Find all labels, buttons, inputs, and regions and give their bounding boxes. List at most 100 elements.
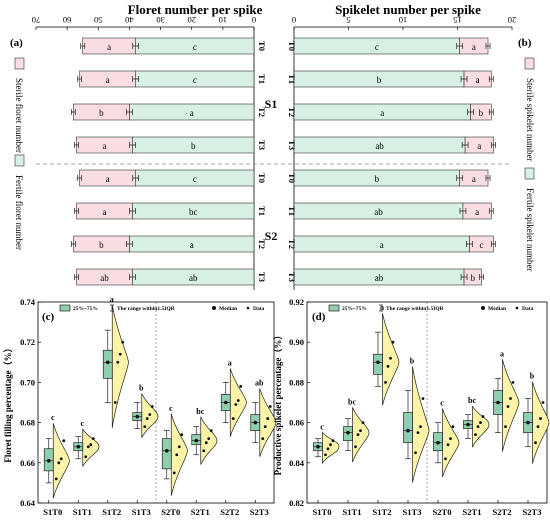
- panel-d-productive-spikelet-chart: (d) Productive spikelet percentage（%） 0.…: [273, 297, 550, 517]
- legend-label-fertile-floret: Fertile floret number: [14, 175, 24, 250]
- panel-b-error-bar-sterile: [485, 43, 491, 49]
- panel-d-median-marker: [376, 360, 380, 365]
- panel-b-sig-fertile: ab: [375, 273, 384, 283]
- panel-a-category-label: T3: [257, 140, 267, 150]
- panel-c-legend-swatch-iqr: [59, 304, 71, 312]
- legend-label-fertile-spikelet: Fertile spikelet number: [525, 188, 535, 271]
- panel-d-data-point: [479, 421, 482, 424]
- panel-c-sig-letter: bc: [196, 407, 204, 416]
- panel-c-x-tick-label: S2T2: [220, 507, 239, 517]
- panel-c-sig-letter: b: [139, 383, 144, 392]
- panel-b-title: Spikelet number per spike: [335, 2, 481, 17]
- panel-d-y-tick-label: 0.88: [289, 377, 304, 387]
- panel-d-legend-swatch-median: [481, 306, 485, 310]
- panel-a-tick-label: 40: [125, 15, 134, 25]
- panel-a-error-bar-sterile: [77, 76, 82, 82]
- panel-d-data-point: [389, 356, 392, 360]
- panel-a-category-label: T2: [257, 239, 267, 249]
- panel-a-error-bar-sterile: [74, 274, 79, 280]
- panel-a-floret-chart: Floret number per spike (a) 0 10 20 30 40 50 6…: [10, 2, 267, 290]
- panel-b-legend-fertile: Fertile spikelet number: [524, 167, 535, 271]
- panel-d-x-tick-label: S2T0: [433, 507, 452, 517]
- panel-c-data-point: [113, 401, 117, 404]
- panel-d-violin: [472, 405, 490, 448]
- panel-d-violin: [532, 381, 550, 464]
- panel-d-data-point: [391, 340, 395, 344]
- panel-c-median-marker: [105, 360, 110, 365]
- panel-a-category-label: T0: [257, 173, 267, 183]
- panel-c-legend-swatch-range: [110, 304, 114, 312]
- panel-d-y-tick-label: 0.90: [289, 337, 304, 347]
- panel-c-data-point: [84, 455, 88, 459]
- panel-d-data-point: [384, 381, 387, 384]
- panel-d-data-point: [511, 381, 515, 384]
- group-label-s2: S2: [265, 229, 278, 243]
- panel-c-x-tick-label: S1T2: [102, 507, 121, 517]
- panel-c-median-marker: [135, 414, 140, 419]
- panel-d-median-marker: [346, 430, 350, 435]
- panel-c-sig-letter: c: [51, 413, 55, 422]
- panel-c-violin: [111, 304, 129, 428]
- panel-a-sig-sterile: a: [103, 141, 107, 151]
- panel-d-x-tick-label: S1T1: [343, 507, 362, 517]
- panel-c-median-marker: [194, 438, 199, 443]
- panel-a-error-bar-sterile: [71, 109, 76, 115]
- panel-d-box: [373, 353, 383, 375]
- panel-d-legend-median: Median: [488, 306, 506, 312]
- panel-b-sig-fertile: a: [380, 108, 384, 118]
- panel-b-error-bar-fertile: [461, 142, 469, 148]
- panel-d-y-axis-label: Productive spikelet percentage（%）: [273, 331, 283, 476]
- panel-a-error-bar-fertile: [129, 274, 136, 280]
- panel-c-label: (c): [42, 311, 55, 323]
- panel-c-sig-letter: ab: [255, 378, 264, 387]
- panel-c-sig-letter: c: [80, 419, 84, 428]
- panel-c-data-point: [209, 429, 213, 433]
- panel-d-sig-letter: a: [500, 349, 504, 358]
- panel-c-x-tick-label: S1T3: [132, 507, 151, 517]
- panel-b-sig-sterile: a: [477, 141, 481, 151]
- panel-a-tick-label: 10: [219, 15, 228, 25]
- panel-d-sig-letter: c: [440, 399, 444, 408]
- panel-b-label: (b): [518, 37, 532, 49]
- panel-d-legend: 25%~75% The range within1.5IQR Median Data: [328, 304, 534, 312]
- panel-a-category-label: T0: [257, 41, 267, 51]
- panel-d-median-marker: [526, 420, 530, 425]
- panel-c-violin: [229, 368, 247, 437]
- panel-a-error-bar-fertile: [132, 76, 140, 82]
- panel-d-legend-range: The range within1.5IQR: [386, 306, 445, 312]
- panel-a-category-label: T1: [257, 74, 267, 84]
- panel-d-data-point: [481, 415, 485, 418]
- panel-d-x-tick-label: S2T2: [493, 507, 512, 517]
- panel-b-sig-sterile: a: [475, 207, 479, 217]
- panel-a-error-bar-fertile: [126, 241, 133, 247]
- panel-a-error-bar-fertile: [126, 109, 133, 115]
- panel-d-x-tick-label: S1T2: [373, 507, 392, 517]
- panel-d-legend-iqr: 25%~75%: [342, 306, 367, 312]
- panel-c-x-tick-label: S1T0: [43, 507, 62, 517]
- panel-d-data-point: [329, 443, 332, 447]
- panel-c-data-point: [202, 449, 206, 453]
- panel-c-data-point: [175, 453, 179, 457]
- panel-c-legend-range: The range within1.5IQR: [117, 306, 176, 312]
- panel-d-x-tick-label: S2T3: [523, 507, 542, 517]
- panel-d-y-tick-label: 0.84: [289, 458, 305, 468]
- panel-d-data-point: [504, 425, 507, 429]
- panel-c-data-point: [231, 417, 235, 420]
- legend-label-sterile-spikelet: Sterile spikelet number: [525, 78, 535, 161]
- panel-d-data-point: [356, 433, 360, 437]
- panel-d-data-point: [361, 421, 365, 424]
- panel-b-category-label: T3: [287, 272, 297, 282]
- panel-c-violin: [170, 413, 188, 496]
- panel-a-error-bar-sterile: [77, 175, 82, 181]
- panel-c-median-marker: [253, 420, 258, 425]
- panel-b-category-label: T0: [287, 173, 297, 183]
- panel-b-tick-label: 20: [508, 15, 517, 25]
- panel-c-data-point: [207, 437, 211, 441]
- panel-b-error-bar-sterile: [488, 76, 494, 82]
- panel-c-data-point: [239, 385, 243, 388]
- panel-d-x-tick-label: S1T3: [403, 507, 422, 517]
- panel-c-data-point: [89, 443, 93, 447]
- panel-c-plot: 0.64 0.66 0.68 0.70 0.72 0.74 c S1T0 c S1T1 a S1T2 b…: [20, 295, 277, 517]
- panel-b-error-bar-fertile: [456, 175, 464, 181]
